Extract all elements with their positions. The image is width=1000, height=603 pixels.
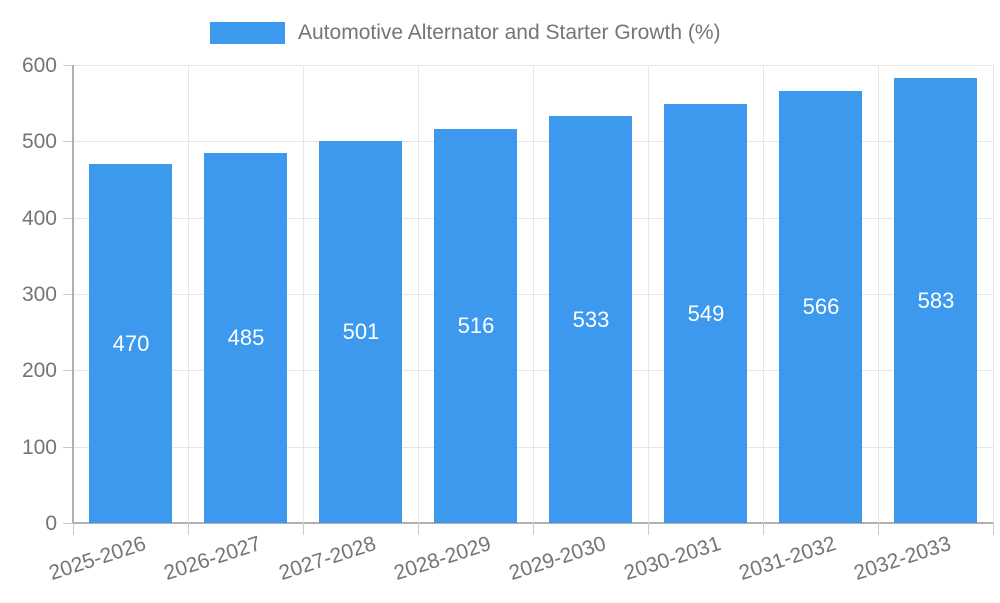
x-tick bbox=[303, 523, 304, 535]
y-axis-tick-label: 100 bbox=[21, 436, 57, 459]
y-tick bbox=[63, 141, 73, 142]
legend-swatch bbox=[210, 22, 285, 44]
chart-legend: Automotive Alternator and Starter Growth… bbox=[210, 21, 721, 44]
y-axis-line bbox=[72, 65, 74, 523]
bar-value-label: 516 bbox=[457, 313, 495, 338]
bar bbox=[89, 164, 172, 523]
y-axis-tick-label: 600 bbox=[21, 54, 57, 77]
x-tick bbox=[878, 523, 879, 535]
v-gridline bbox=[993, 65, 994, 523]
v-gridline bbox=[763, 65, 764, 523]
v-gridline bbox=[878, 65, 879, 523]
x-tick bbox=[993, 523, 994, 535]
bar-value-label: 549 bbox=[687, 301, 725, 326]
v-gridline bbox=[533, 65, 534, 523]
v-gridline bbox=[648, 65, 649, 523]
y-tick bbox=[63, 65, 73, 66]
v-gridline bbox=[418, 65, 419, 523]
y-axis-tick-label: 300 bbox=[21, 283, 57, 306]
y-tick bbox=[63, 294, 73, 295]
y-axis-tick-label: 200 bbox=[21, 359, 57, 382]
x-tick bbox=[533, 523, 534, 535]
x-tick bbox=[418, 523, 419, 535]
v-gridline bbox=[188, 65, 189, 523]
y-tick bbox=[63, 218, 73, 219]
y-axis-tick-label: 400 bbox=[21, 207, 57, 230]
bar bbox=[779, 91, 862, 523]
bar-value-label: 485 bbox=[227, 325, 265, 350]
x-tick bbox=[188, 523, 189, 535]
legend-label: Automotive Alternator and Starter Growth… bbox=[298, 21, 721, 44]
y-tick bbox=[63, 370, 73, 371]
bar bbox=[204, 153, 287, 523]
bar-value-label: 501 bbox=[342, 319, 380, 344]
bar-value-label: 470 bbox=[112, 331, 150, 356]
v-gridline bbox=[303, 65, 304, 523]
bar bbox=[549, 116, 632, 523]
bar bbox=[894, 78, 977, 523]
x-tick bbox=[73, 523, 74, 535]
bar bbox=[664, 104, 747, 523]
y-axis-tick-label: 500 bbox=[21, 130, 57, 153]
y-axis-tick-label: 0 bbox=[45, 512, 57, 535]
bar bbox=[319, 141, 402, 523]
x-tick bbox=[763, 523, 764, 535]
y-tick bbox=[63, 447, 73, 448]
bar-value-label: 566 bbox=[802, 294, 840, 319]
bar-value-label: 583 bbox=[917, 288, 955, 313]
bar bbox=[434, 129, 517, 523]
x-tick bbox=[648, 523, 649, 535]
bar-value-label: 533 bbox=[572, 307, 610, 332]
y-tick bbox=[63, 523, 73, 524]
